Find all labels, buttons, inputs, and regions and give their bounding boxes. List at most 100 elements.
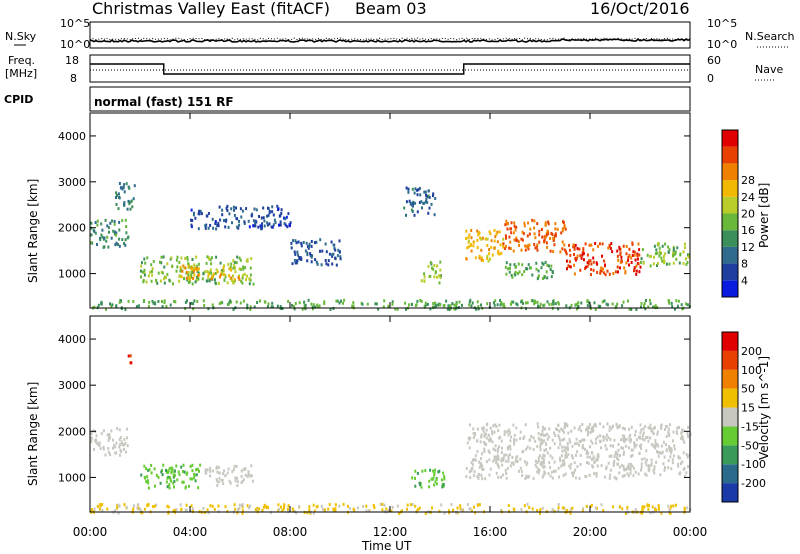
data-cell [229, 481, 232, 485]
data-cell [293, 259, 296, 262]
data-cell [672, 249, 675, 253]
data-cell [255, 220, 258, 224]
data-cell [186, 276, 189, 280]
data-cell [232, 259, 235, 263]
data-cell [656, 450, 658, 453]
data-cell [618, 425, 621, 429]
data-cell [107, 450, 110, 454]
data-cell [130, 199, 133, 203]
data-cell [502, 456, 505, 460]
data-cell [629, 468, 632, 472]
data-cell [382, 305, 385, 309]
data-cell [570, 507, 573, 511]
data-cell [245, 207, 248, 211]
data-cell [682, 451, 685, 455]
data-cell [645, 463, 648, 467]
data-cell [480, 248, 483, 252]
data-cell [268, 222, 271, 226]
data-cell [687, 465, 689, 469]
data-cell [549, 249, 552, 253]
data-cell [506, 227, 509, 231]
data-cell [581, 251, 584, 255]
data-cell [117, 503, 120, 507]
data-cell [483, 432, 486, 436]
data-cell [304, 303, 307, 307]
data-cell [625, 511, 627, 515]
data-cell [506, 430, 508, 434]
data-cell [556, 227, 559, 231]
data-cell [432, 476, 435, 480]
data-cell [541, 432, 544, 436]
colorbar-tick-label: 50 [741, 383, 755, 396]
data-cell [544, 235, 547, 239]
data-cell [657, 505, 660, 509]
data-cell [168, 483, 171, 487]
data-cell [133, 504, 135, 508]
data-cell [445, 299, 448, 303]
data-cell [663, 261, 665, 265]
data-cell [610, 242, 613, 245]
data-cell [483, 449, 486, 453]
data-cell [96, 223, 99, 227]
data-cell [622, 467, 625, 471]
data-cell [674, 307, 676, 311]
data-cell [342, 502, 345, 506]
data-cell [407, 187, 410, 191]
data-cell [140, 509, 143, 513]
data-cell [507, 457, 510, 461]
data-cell [194, 216, 197, 220]
data-cell [630, 448, 633, 452]
data-cell [121, 442, 124, 446]
data-cell [594, 506, 597, 510]
data-cell [242, 478, 245, 482]
data-cell [653, 255, 656, 259]
data-cell [579, 453, 582, 457]
data-cell [277, 207, 280, 211]
data-cell [324, 259, 327, 262]
colorbar-segment [722, 464, 738, 484]
data-cell [681, 430, 684, 434]
data-cell [484, 477, 487, 481]
data-cell [550, 470, 553, 474]
data-cell [577, 427, 580, 431]
data-cell [328, 503, 331, 506]
data-cell [437, 303, 440, 307]
xtick-label: 04:00 [173, 525, 208, 539]
data-cell [155, 503, 158, 507]
data-cell [96, 243, 98, 246]
ytick-label: 1000 [58, 471, 86, 484]
data-cell [230, 268, 233, 272]
data-cell [656, 430, 659, 434]
data-cell [582, 507, 584, 511]
data-cell [599, 434, 602, 438]
data-cell [244, 266, 247, 270]
data-cell [306, 244, 309, 248]
data-cell [458, 300, 461, 304]
data-cell [553, 431, 555, 435]
data-cell [677, 462, 680, 466]
data-cell [167, 511, 170, 515]
data-cell [181, 470, 184, 473]
data-cell [487, 449, 490, 453]
data-cell [366, 302, 369, 306]
data-cell [592, 260, 595, 264]
data-cell [502, 245, 505, 249]
data-cell [497, 447, 499, 451]
data-cell [205, 471, 208, 475]
colorbar-tick-label: 24 [741, 191, 755, 204]
data-cell [129, 354, 132, 358]
data-cell [561, 438, 564, 442]
data-cell [613, 454, 616, 458]
data-cell [633, 253, 636, 257]
data-cell [248, 506, 251, 510]
data-cell [241, 281, 244, 285]
data-cell [280, 211, 283, 215]
data-cell [123, 201, 126, 205]
colorbar-segment [722, 369, 738, 389]
data-cell [149, 270, 152, 274]
data-cell [147, 502, 150, 506]
data-cell [242, 265, 244, 269]
data-cell [664, 252, 667, 256]
data-cell [606, 269, 609, 273]
data-cell [433, 483, 436, 487]
